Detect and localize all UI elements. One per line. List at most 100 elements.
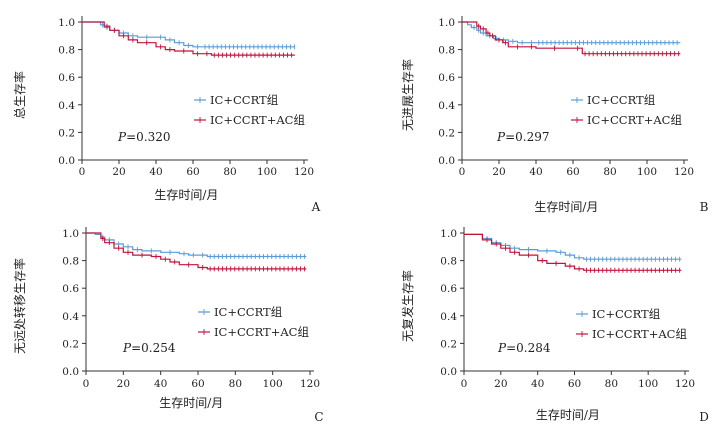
p-value: 0.284 <box>516 341 551 355</box>
x-tick-label: 20 <box>494 378 507 390</box>
y-tick-label: 0.6 <box>438 72 455 84</box>
x-tick-label: 60 <box>568 378 581 390</box>
y-axis-title: 无远处转移生存率 <box>12 258 27 354</box>
y-tick-label: 0.8 <box>58 45 75 57</box>
x-tick-label: 0 <box>79 166 86 178</box>
legend-label: IC+CCRT+AC组 <box>592 327 687 341</box>
x-tick-label: 60 <box>566 166 579 178</box>
x-tick-label: 20 <box>112 166 125 178</box>
x-axis-title: 生存时间/月 <box>154 188 218 202</box>
legend-entry: IC+CCRT+AC组 <box>576 327 687 341</box>
y-tick-label: 0.0 <box>62 366 79 378</box>
p-value: 0.297 <box>515 130 549 144</box>
y-tick-label: 0.6 <box>440 283 457 295</box>
panel-letter: D <box>699 410 709 424</box>
y-tick-label: 0.2 <box>438 127 455 139</box>
legend-entry: IC+CCRT+AC组 <box>198 325 309 339</box>
y-tick-label: 0.8 <box>438 45 455 57</box>
y-tick-label: 0.0 <box>438 155 455 167</box>
legend-label: IC+CCRT组 <box>592 307 661 321</box>
km-panel-b: 0.0 0.2 0.4 0.6 0.8 1.0 0 20 40 60 80 100 120 生存时间/月 无… <box>400 16 709 214</box>
x-tick-label: 100 <box>637 166 657 178</box>
y-tick-label: 0.8 <box>62 256 79 268</box>
y-tick-label: 0.6 <box>62 283 79 295</box>
legend-entry: IC+CCRT+AC组 <box>194 113 305 127</box>
legend-entry: IC+CCRT组 <box>194 93 279 107</box>
x-tick-label: 40 <box>531 378 544 390</box>
y-axis-title: 总生存率 <box>12 71 27 119</box>
x-tick-label: 60 <box>191 378 204 390</box>
y-tick-label: 1.0 <box>438 17 455 29</box>
p-value-label: P=0.254 <box>122 341 176 355</box>
legend-entry: IC+CCRT组 <box>198 305 283 319</box>
y-tick-label: 0.8 <box>440 256 457 268</box>
x-tick-label: 80 <box>223 166 236 178</box>
legend-label: IC+CCRT组 <box>210 93 279 107</box>
y-tick-label: 0.4 <box>62 311 79 323</box>
legend-label: IC+CCRT+AC组 <box>210 113 305 127</box>
y-tick-label: 1.0 <box>58 17 75 29</box>
km-curve-ic-ccrt-ac <box>86 232 307 270</box>
x-tick-label: 120 <box>294 166 314 178</box>
km-panel-c: 0.0 0.2 0.4 0.6 0.8 1.0 0 20 40 60 80 100 120 生存时间/月 无… <box>12 227 324 424</box>
x-tick-label: 0 <box>459 166 466 178</box>
x-tick-label: 100 <box>257 166 277 178</box>
y-tick-label: 0.4 <box>438 100 455 112</box>
x-tick-label: 120 <box>674 166 694 178</box>
panel-letter: B <box>700 200 709 214</box>
y-axis-title: 无复发生存率 <box>400 270 415 342</box>
y-tick-label: 0.0 <box>440 366 457 378</box>
x-axis-title: 生存时间/月 <box>159 396 223 410</box>
km-panel-d: 0.0 0.2 0.4 0.6 0.8 1.0 0 20 40 60 80 100 120 生存时间/月 无… <box>400 227 709 424</box>
x-tick-label: 120 <box>300 378 320 390</box>
y-tick-label: 0.0 <box>58 155 75 167</box>
p-value-label: P=0.284 <box>497 341 551 355</box>
p-value-label: P=0.297 <box>496 130 550 144</box>
y-tick-label: 1.0 <box>62 228 79 240</box>
y-tick-label: 0.6 <box>58 72 75 84</box>
p-symbol: P <box>497 341 507 355</box>
x-axis-title: 生存时间/月 <box>534 200 598 214</box>
p-value: 0.254 <box>141 341 176 355</box>
y-tick-label: 0.2 <box>440 338 457 350</box>
km-curve-ic-ccrt-ac <box>82 21 295 56</box>
x-axis-title: 生存时间/月 <box>536 408 600 422</box>
p-symbol: P <box>117 130 127 144</box>
legend-entry: IC+CCRT组 <box>576 307 661 321</box>
km-curve-ic-ccrt <box>464 233 682 260</box>
y-tick-label: 0.4 <box>440 311 457 323</box>
x-tick-label: 100 <box>263 378 283 390</box>
p-value: 0.320 <box>136 130 170 144</box>
y-axis-title: 无进展生存率 <box>400 59 415 131</box>
p-equals: = <box>505 130 515 144</box>
y-tick-label: 0.2 <box>58 127 75 139</box>
x-tick-label: 60 <box>186 166 199 178</box>
panel-letter: C <box>314 410 323 424</box>
p-equals: = <box>506 341 516 355</box>
p-equals: = <box>126 130 136 144</box>
x-tick-label: 40 <box>149 166 162 178</box>
p-equals: = <box>131 341 141 355</box>
x-tick-label: 40 <box>154 378 167 390</box>
x-tick-label: 0 <box>83 378 90 390</box>
legend-label: IC+CCRT组 <box>587 93 656 107</box>
legend-entry: IC+CCRT组 <box>571 93 656 107</box>
legend-label: IC+CCRT组 <box>214 305 283 319</box>
y-tick-label: 1.0 <box>440 228 457 240</box>
panel-letter: A <box>311 200 321 214</box>
y-tick-label: 0.2 <box>62 338 79 350</box>
km-curve-ic-ccrt-ac <box>462 21 681 55</box>
x-tick-label: 20 <box>492 166 505 178</box>
km-panel-a: 0.0 0.2 0.4 0.6 0.8 1.0 0 20 40 60 80 100 120 生存时间/月 总… <box>12 16 321 214</box>
x-tick-label: 80 <box>605 378 618 390</box>
y-tick-label: 0.4 <box>58 100 75 112</box>
legend-entry: IC+CCRT+AC组 <box>571 113 682 127</box>
x-tick-label: 80 <box>229 378 242 390</box>
x-tick-label: 80 <box>603 166 616 178</box>
legend-label: IC+CCRT+AC组 <box>587 113 682 127</box>
x-tick-label: 100 <box>638 378 658 390</box>
x-tick-label: 20 <box>117 378 130 390</box>
p-symbol: P <box>496 130 506 144</box>
x-tick-label: 0 <box>461 378 468 390</box>
